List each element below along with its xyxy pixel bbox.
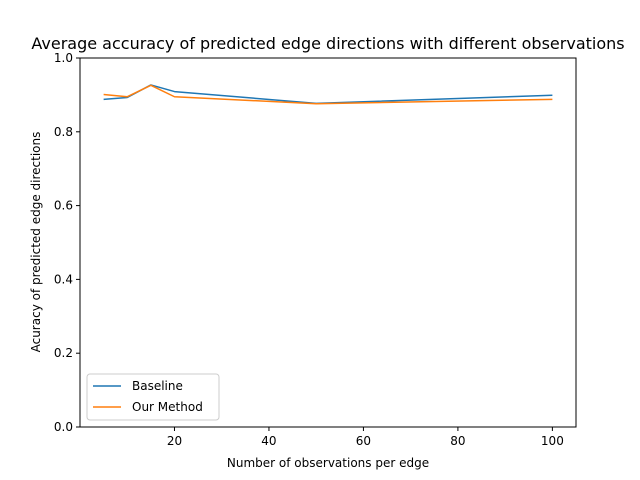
series-line-baseline: [103, 84, 553, 105]
legend-label-baseline: Baseline: [132, 379, 183, 393]
legend-label-our-method: Our Method: [132, 400, 203, 414]
y-tick-label: 0.6: [54, 199, 73, 213]
x-tick-label: 60: [356, 434, 371, 448]
x-axis-ticks: 20 40 60 80 100: [167, 427, 564, 448]
y-tick-label: 0.0: [54, 420, 73, 434]
y-axis-label: Acuracy of predicted edge directions: [29, 132, 43, 353]
y-tick-label: 0.4: [54, 272, 73, 286]
series-layer: [103, 84, 553, 105]
chart-title: Average accuracy of predicted edge direc…: [31, 34, 624, 53]
plot-frame: [79, 57, 577, 428]
x-tick-label: 40: [261, 434, 276, 448]
x-tick-label: 20: [167, 434, 182, 448]
x-tick-label: 80: [450, 434, 465, 448]
x-tick-label: 100: [541, 434, 564, 448]
series-line-our-method: [103, 84, 553, 105]
y-tick-label: 0.8: [54, 125, 73, 139]
legend: Baseline Our Method: [86, 373, 220, 421]
x-axis-label: Number of observations per edge: [227, 456, 429, 470]
y-axis-ticks: 0.0 0.2 0.4 0.6 0.8 1.0: [54, 51, 80, 434]
y-tick-label: 0.2: [54, 346, 73, 360]
y-tick-label: 1.0: [54, 51, 73, 65]
